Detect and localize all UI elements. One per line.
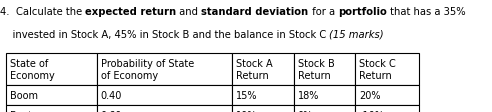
Text: that has a 35%: that has a 35% — [387, 7, 465, 17]
Text: (15 marks): (15 marks) — [329, 30, 384, 40]
Text: Boom: Boom — [10, 90, 38, 100]
Bar — [6, 54, 97, 86]
Bar — [97, 105, 232, 112]
Text: invested in Stock A, 45% in Stock B and the balance in Stock C: invested in Stock A, 45% in Stock B and … — [0, 30, 329, 40]
Bar — [294, 86, 355, 105]
Bar — [294, 105, 355, 112]
Text: 15%: 15% — [236, 90, 258, 100]
Bar — [6, 86, 97, 105]
Text: Stock B
Return: Stock B Return — [298, 59, 335, 81]
Text: 10%: 10% — [236, 110, 257, 112]
Text: 0.40: 0.40 — [101, 90, 122, 100]
Text: State of
Economy: State of Economy — [10, 59, 55, 81]
Bar — [97, 54, 232, 86]
Text: -10%: -10% — [359, 110, 384, 112]
Text: 4.: 4. — [0, 7, 16, 17]
Text: for a: for a — [308, 7, 338, 17]
Text: 0%: 0% — [298, 110, 313, 112]
Text: and: and — [176, 7, 201, 17]
Text: Probability of State
of Economy: Probability of State of Economy — [101, 59, 194, 81]
Text: standard deviation: standard deviation — [201, 7, 308, 17]
Text: Stock C
Return: Stock C Return — [359, 59, 396, 81]
Text: Stock A
Return: Stock A Return — [236, 59, 273, 81]
Bar — [355, 86, 419, 105]
Bar — [232, 105, 294, 112]
Bar — [232, 54, 294, 86]
Bar — [355, 105, 419, 112]
Text: 20%: 20% — [359, 90, 381, 100]
Text: Bust: Bust — [10, 110, 32, 112]
Bar — [355, 54, 419, 86]
Bar — [294, 54, 355, 86]
Bar — [97, 86, 232, 105]
Bar — [232, 86, 294, 105]
Text: 18%: 18% — [298, 90, 319, 100]
Text: 0.60: 0.60 — [101, 110, 122, 112]
Text: portfolio: portfolio — [338, 7, 387, 17]
Bar — [6, 105, 97, 112]
Text: expected return: expected return — [85, 7, 176, 17]
Text: Calculate the: Calculate the — [16, 7, 85, 17]
